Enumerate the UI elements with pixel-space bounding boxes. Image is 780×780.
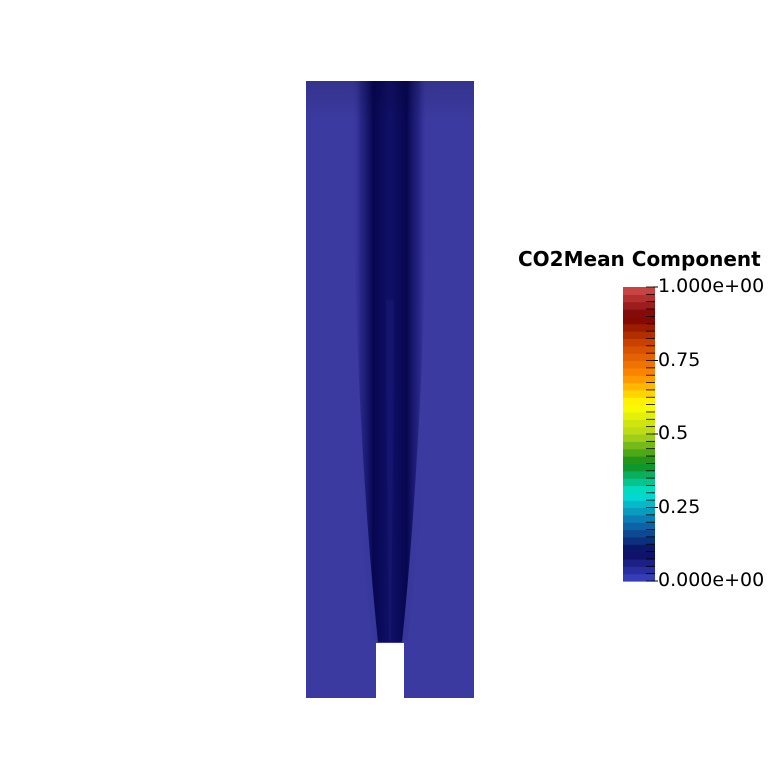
color-bar-segment (623, 404, 655, 413)
color-bar-segment (623, 485, 655, 494)
inlet-gap (376, 643, 404, 699)
color-bar-segment (623, 463, 655, 472)
color-bar-segment (623, 566, 655, 575)
color-bar-segment (623, 375, 655, 384)
color-bar-segment (623, 338, 655, 347)
plume-core (352, 81, 428, 642)
color-bar-segment (623, 544, 655, 553)
co2-field-domain[interactable] (306, 81, 474, 698)
color-bar-segment (623, 360, 655, 369)
color-bar-segment (623, 536, 655, 545)
color-bar-segment (623, 411, 655, 420)
scalar-bar-label-max: 1.000e+00 (658, 275, 765, 297)
color-bar-segment (623, 514, 655, 523)
color-bar-segment (623, 492, 655, 501)
color-bar-ticks (646, 286, 658, 582)
color-bar-segment (623, 426, 655, 435)
scalar-bar-label-05: 0.5 (658, 422, 689, 444)
color-bar-segment (623, 397, 655, 406)
color-bar-segment (623, 353, 655, 362)
color-bar-segment (623, 470, 655, 479)
scalar-bar-title: CO2Mean Component (518, 247, 761, 271)
color-bar-segment (623, 301, 655, 310)
color-bar-segment (623, 331, 655, 340)
color-bar-segment (623, 389, 655, 398)
color-bar-segment (623, 294, 655, 303)
color-bar-segment (623, 382, 655, 391)
color-bar-segment (623, 441, 655, 450)
top-shading (306, 81, 474, 121)
color-bar-segment (623, 529, 655, 538)
color-bar-segment (623, 522, 655, 531)
color-bar-segment (623, 573, 655, 582)
color-bar (623, 287, 655, 582)
color-bar-segment (623, 287, 655, 295)
color-bar-segment (623, 558, 655, 567)
color-bar-segment (623, 316, 655, 325)
scalar-bar-label-min: 0.000e+00 (658, 569, 765, 591)
color-bar-segment (623, 500, 655, 509)
color-bar-segment (623, 434, 655, 442)
color-bar-segment (623, 448, 655, 457)
scalar-bar[interactable] (623, 286, 658, 582)
scalar-bar-label-075: 0.75 (658, 348, 701, 371)
color-bar-segment (623, 551, 655, 560)
color-bar-segment (623, 419, 655, 428)
color-bar-segment (623, 367, 655, 376)
color-bar-segment (623, 507, 655, 516)
color-bar-segment (623, 478, 655, 487)
color-bar-segment (623, 309, 655, 317)
color-bar-segment (623, 323, 655, 332)
scalar-bar-label-025: 0.25 (658, 495, 701, 518)
inner-streak (386, 300, 394, 640)
color-bar-segment (623, 345, 655, 354)
color-bar-segment (623, 456, 655, 464)
